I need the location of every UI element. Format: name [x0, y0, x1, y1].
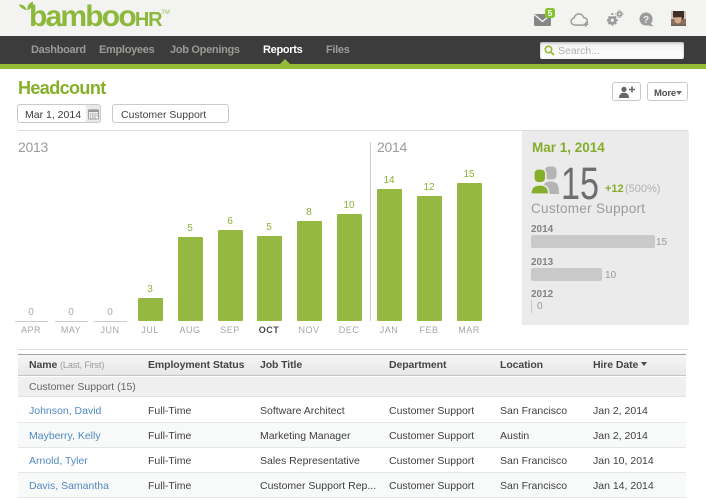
- svg-text:?: ?: [643, 15, 649, 26]
